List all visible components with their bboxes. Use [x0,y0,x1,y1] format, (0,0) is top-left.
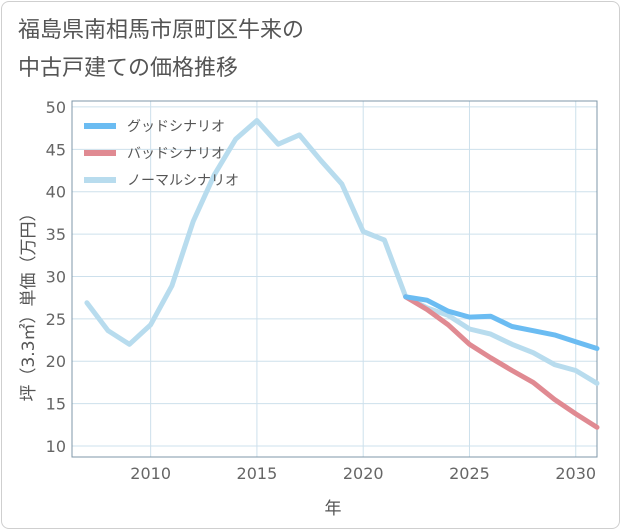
y-tick-label: 30 [46,267,66,286]
chart-title-line-2: 中古戸建ての価格推移 [18,56,239,81]
y-tick-label: 20 [46,352,66,371]
x-tick-label: 2010 [130,464,171,483]
y-tick-label: 40 [46,183,66,202]
series-lines [84,118,600,430]
x-tick-label: 2025 [449,464,490,483]
y-tick-label: 15 [46,395,66,414]
legend-label-normal: ノーマルシナリオ [127,173,239,189]
x-tick-label: 2020 [343,464,384,483]
plot-area [71,100,598,458]
chart-title-line-1: 福島県南相馬市原町区牛来の [18,18,305,43]
y-tick-label: 10 [46,437,66,456]
x-tick-label: 2030 [555,464,596,483]
series-line-good [403,294,600,351]
legend-label-bad: バッドシナリオ [127,146,225,162]
x-axis-label: 年 [325,499,342,519]
y-tick-label: 35 [46,225,66,244]
series-line-normal [84,118,600,386]
x-tick-label: 2015 [237,464,278,483]
y-tick-label: 45 [46,140,66,159]
y-axis-label: 坪（3.3㎡）単価（万円） [19,204,39,401]
y-tick-label: 50 [46,98,66,117]
legend-label-good: グッドシナリオ [127,119,225,135]
chart-title: 福島県南相馬市原町区牛来の 中古戸建ての価格推移 [18,12,304,88]
y-tick-label: 25 [46,310,66,329]
grid-lines [72,101,597,457]
y-axis-ticks: 10 15 20 25 30 35 40 45 50 [46,98,66,456]
series-line-bad [403,294,600,430]
x-axis-ticks: 2010 2015 2020 2025 2030 [130,464,596,483]
